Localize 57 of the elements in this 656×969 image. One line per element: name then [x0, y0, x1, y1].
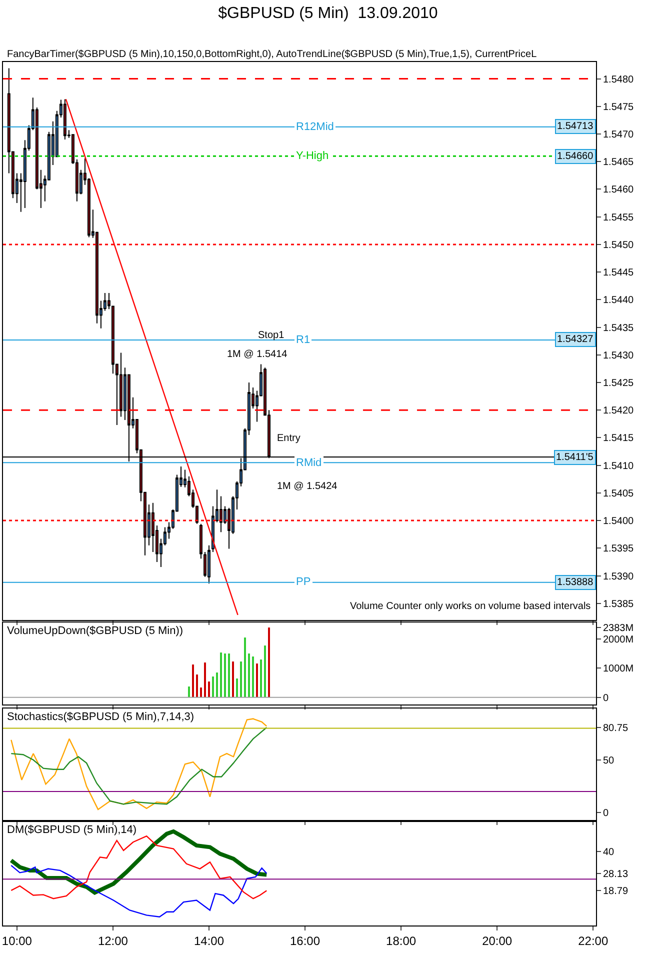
ref-line-label: R1 [296, 334, 310, 346]
chart-title: $GBPUSD (5 Min) 13.09.2010 [218, 4, 438, 22]
x-tick-label: 10:00 [2, 934, 32, 948]
y-tick-label: 1.5440 [603, 295, 634, 306]
y-tick-label: 1000M [603, 664, 634, 675]
x-tick-label: 16:00 [290, 934, 320, 948]
chart-title: DM($GBPUSD (5 Min),14) [7, 824, 137, 836]
y-tick-label: 1.5465 [603, 157, 634, 168]
annotation: 1.5411'5 [556, 452, 594, 463]
y-tick-label: 1.5425 [603, 378, 634, 390]
y-tick-label: 80.75 [603, 722, 628, 734]
y-tick-label: 2383M [603, 623, 634, 634]
y-tick-label: 1.5450 [603, 240, 634, 251]
y-tick-label: 1.5420 [603, 406, 634, 417]
annotation: 1.54660 [557, 151, 594, 162]
y-tick-label: 1.5410 [603, 460, 634, 472]
annotation: Volume Counter only works on volume based intervals [350, 601, 591, 612]
annotation: 1M @ 1.5424 [277, 481, 338, 492]
y-tick-label: 28.13 [603, 868, 628, 880]
x-tick-label: 12:00 [98, 934, 128, 948]
x-tick-label: 22:00 [578, 934, 608, 948]
y-tick-label: 1.5455 [603, 212, 634, 224]
ref-line-label: R12Mid [296, 121, 334, 133]
ref-line-label: Y-High [296, 150, 329, 162]
y-tick-label: 1.5385 [603, 598, 634, 610]
chart-title: VolumeUpDown($GBPUSD (5 Min)) [7, 625, 184, 637]
x-tick-label: 14:00 [194, 934, 224, 948]
annotation: 1.54327 [557, 334, 594, 345]
y-tick-label: 1.5445 [603, 268, 634, 279]
y-tick-label: 1.5470 [603, 130, 634, 141]
chart-subtitle: FancyBarTimer($GBPUSD (5 Min),10,150,0,BottomRight,0), AutoTrendLine($GBPUSD (5 Min),True,1,5), CurrentPriceL [7, 49, 538, 60]
y-tick-label: 1.5390 [603, 571, 634, 582]
annotation: Entry [277, 433, 300, 444]
annotation: Stop1 [258, 330, 285, 341]
y-tick-label: 1.5405 [603, 488, 634, 500]
y-tick-label: 50 [603, 755, 615, 766]
y-tick-label: 1.5430 [603, 350, 634, 362]
annotation: 1.53888 [557, 577, 594, 588]
x-tick-label: 20:00 [482, 934, 512, 948]
y-tick-label: 0 [603, 692, 609, 704]
y-tick-label: 1.5480 [603, 74, 634, 86]
annotation: 1M @ 1.5414 [227, 349, 288, 360]
y-tick-label: 1.5460 [603, 184, 634, 196]
y-tick-label: 40 [603, 846, 615, 858]
y-tick-label: 0 [603, 808, 609, 820]
chart-title: Stochastics($GBPUSD (5 Min),7,14,3) [7, 711, 194, 723]
y-tick-label: 1.5415 [603, 433, 634, 444]
ref-line-label: PP [296, 576, 311, 588]
annotation: 1.54713 [557, 121, 594, 132]
y-tick-label: 1.5400 [603, 516, 634, 528]
y-tick-label: 1.5435 [603, 322, 634, 334]
y-tick-label: 18.79 [603, 886, 628, 898]
x-tick-label: 18:00 [386, 934, 416, 948]
y-tick-label: 1.5475 [603, 102, 634, 113]
ref-line-label: RMid [296, 457, 322, 469]
y-tick-label: 1.5395 [603, 544, 634, 555]
y-tick-label: 2000M [603, 634, 634, 646]
